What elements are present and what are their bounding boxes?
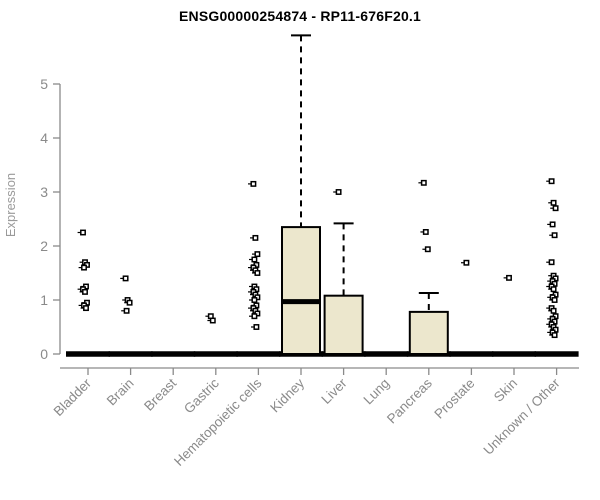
zero-bar-bladder	[66, 351, 110, 357]
zero-bar-unknown-other	[534, 351, 579, 357]
outlier-point	[123, 307, 130, 314]
y-tick-label: 5	[40, 76, 48, 92]
y-axis-label: Expression	[3, 173, 18, 237]
outlier-point	[253, 324, 260, 330]
outlier-point	[335, 189, 342, 195]
y-tick-label: 1	[40, 292, 48, 308]
box-pancreas	[408, 310, 449, 356]
outlier-point	[463, 259, 470, 266]
x-tick-label-gastric: Gastric	[181, 375, 222, 416]
outlier-point	[82, 288, 88, 295]
y-tick-label: 4	[40, 130, 48, 146]
outlier-point	[548, 178, 555, 185]
outlier-point	[254, 251, 261, 258]
outlier-point	[252, 234, 259, 241]
outlier-point	[209, 317, 216, 324]
x-tick-label-skin: Skin	[491, 376, 520, 405]
x-tick-label-breast: Breast	[141, 375, 179, 413]
x-tick-label-lung: Lung	[360, 376, 392, 408]
outlier-point	[251, 313, 258, 320]
y-tick-label: 2	[40, 238, 48, 254]
x-tick-label-bladder: Bladder	[51, 375, 95, 419]
x-tick-label-prostate: Prostate	[431, 376, 477, 422]
outlier-point	[250, 180, 257, 187]
outlier-point	[81, 264, 87, 271]
zero-bar-brain	[108, 351, 153, 357]
median-line-kidney	[282, 299, 320, 305]
outlier-point	[251, 256, 258, 263]
outlier-point	[551, 297, 558, 303]
x-tick-label-unknown-other: Unknown / Other	[480, 375, 563, 458]
zero-bar-hematopoietic-cells	[236, 351, 281, 357]
outlier-point	[548, 259, 555, 266]
outlier-point	[549, 221, 556, 228]
y-tick-label: 0	[40, 346, 48, 362]
x-tick-label-pancreas: Pancreas	[384, 375, 435, 426]
zero-bar-lung	[364, 351, 409, 357]
outlier-point	[506, 274, 512, 281]
zero-bar-skin	[492, 351, 536, 357]
y-tick-label: 3	[40, 184, 48, 200]
outlier-point	[424, 246, 431, 253]
outlier-point	[80, 229, 86, 236]
x-tick-label-liver: Liver	[318, 375, 350, 407]
zero-bar-breast	[151, 351, 196, 357]
x-tick-label-kidney: Kidney	[267, 375, 307, 415]
outlier-point	[122, 275, 129, 282]
outlier-point	[126, 299, 133, 306]
zero-bar-prostate	[449, 351, 494, 357]
outlier-point	[422, 229, 429, 235]
outlier-point	[83, 305, 89, 312]
x-tick-label-brain: Brain	[104, 376, 137, 409]
outlier-point	[251, 297, 258, 303]
outlier-point	[552, 205, 559, 212]
outlier-point	[551, 332, 558, 339]
outlier-point	[550, 286, 557, 293]
box-kidney	[281, 226, 321, 356]
outlier-point	[550, 199, 557, 206]
box-liver	[323, 294, 364, 355]
chart-title: ENSG00000254874 - RP11-676F20.1	[178, 8, 422, 24]
outlier-point	[551, 232, 558, 239]
outlier-point	[420, 179, 427, 186]
zero-bar-gastric	[193, 351, 238, 357]
outlier-point	[254, 270, 261, 276]
outlier-point	[550, 307, 557, 314]
